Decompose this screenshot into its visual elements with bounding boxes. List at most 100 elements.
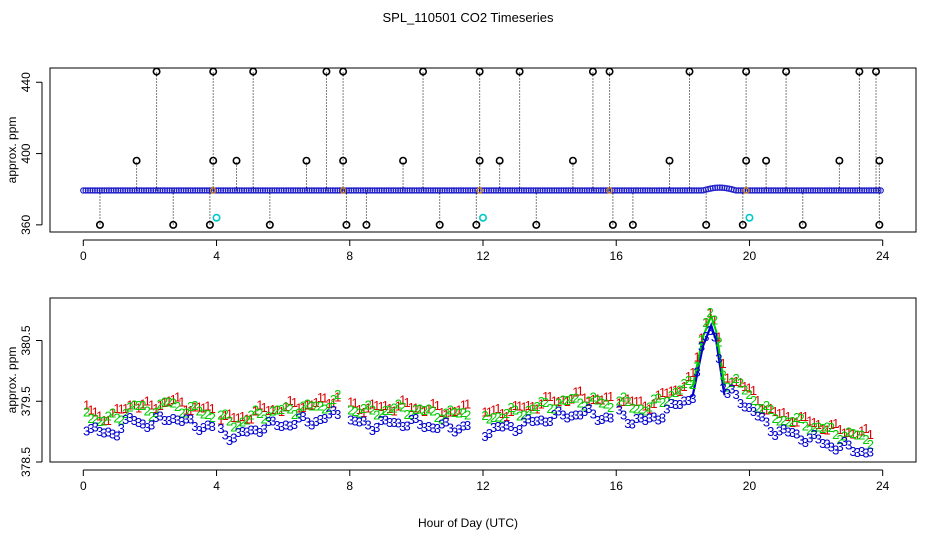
series-1-point: 1 (347, 395, 354, 410)
series-2-point: 2 (668, 388, 675, 403)
series-1-point: 1 (620, 394, 627, 409)
low-spike-point (169, 220, 178, 229)
series-2-point: 2 (516, 408, 523, 423)
series-1-point: 1 (538, 397, 545, 412)
series-3-point: 3 (274, 418, 281, 433)
series-1-point: 1 (663, 386, 670, 401)
series-1-point: 1 (832, 416, 839, 431)
series-2-point: 2 (759, 401, 766, 416)
series-1-point: 1 (460, 397, 467, 412)
series-3-point: 3 (360, 414, 367, 429)
series-1-point: 1 (278, 404, 285, 419)
series-3-point: 3 (685, 393, 692, 408)
mid-spike-point (495, 156, 504, 165)
series-1-point: 1 (520, 400, 527, 415)
block-marker (476, 187, 483, 194)
series-2-point: 2 (763, 398, 770, 413)
series-3-point: 3 (386, 415, 393, 430)
series-1-point: 1 (174, 389, 181, 404)
series-3-point: 3 (797, 432, 804, 447)
series-3-point: 3 (559, 408, 566, 423)
series-2-point: 2 (135, 398, 142, 413)
series-3-point: 3 (520, 414, 527, 429)
series-1-point: 1 (650, 396, 657, 411)
series-2-point: 2 (243, 413, 250, 428)
high-spike-point (249, 67, 258, 76)
series-3-point: 3 (802, 435, 809, 450)
series-1-point: 1 (300, 400, 307, 415)
series-1-point: 1 (369, 397, 376, 412)
bottom-plot-frame (49, 297, 917, 463)
series-2-point: 2 (789, 414, 796, 429)
low-spike-point (702, 220, 711, 229)
series-1-point: 1 (364, 400, 371, 415)
series-2-point: 2 (131, 398, 138, 413)
series-2-point: 2 (520, 408, 527, 423)
series-2-point: 2 (196, 404, 203, 419)
mid-spike-point (475, 156, 484, 165)
series-2-point: 2 (434, 410, 441, 425)
series-2-point: 2 (148, 409, 155, 424)
series-1-point: 1 (434, 398, 441, 413)
series-2-point: 2 (364, 398, 371, 413)
series-3-point: 3 (464, 418, 471, 433)
series-1-point: 1 (256, 398, 263, 413)
series-3-point: 3 (351, 413, 358, 428)
top-panel: approx. ppm 0 4 8 12 16 20 24 360 400 440 (5, 67, 917, 263)
series-1-point: 1 (200, 400, 207, 415)
series-1-point: 1 (607, 389, 614, 404)
series-3-point: 3 (516, 422, 523, 437)
top-x-tick-label: 8 (346, 249, 353, 263)
series-2-point: 2 (217, 408, 224, 423)
series-1-point: 1 (594, 392, 601, 407)
series-3-point: 3 (300, 409, 307, 424)
series-1-point: 1 (126, 397, 133, 412)
series-1-point: 1 (451, 404, 458, 419)
series-1-point: 1 (494, 401, 501, 416)
series-2-point: 2 (113, 410, 120, 425)
series-1-point: 1 (481, 405, 488, 420)
series-2-point: 2 (321, 402, 328, 417)
series-3-point: 3 (421, 420, 428, 435)
series-3-point: 3 (481, 429, 488, 444)
series-1-point: 1 (287, 393, 294, 408)
series-3-point: 3 (793, 427, 800, 442)
series-1-point: 1 (559, 393, 566, 408)
series-3-point: 3 (191, 419, 198, 434)
series-1-point: 1 (507, 404, 514, 419)
series-2-point: 2 (620, 390, 627, 405)
series-2-point: 2 (412, 402, 419, 417)
series-1-point: 1 (581, 391, 588, 406)
series-1-point: 1 (100, 413, 107, 428)
series-2-point: 2 (659, 395, 666, 410)
series-2-point: 2 (351, 404, 358, 419)
series-3-point: 3 (412, 411, 419, 426)
series-1-point: 1 (555, 394, 562, 409)
series-1-point: 1 (308, 397, 315, 412)
series-3-point: 3 (230, 431, 237, 446)
series-3-point: 3 (217, 421, 224, 436)
series-3-point: 3 (408, 412, 415, 427)
series-3-point: 3 (131, 413, 138, 428)
series-2-point: 2 (733, 371, 740, 386)
series-1-point: 1 (715, 329, 722, 344)
series-2-point: 2 (209, 410, 216, 425)
series-2-point: 2 (455, 406, 462, 421)
series-1-point: 1 (122, 401, 129, 416)
series-1-point: 1 (360, 405, 367, 420)
series-3-point: 3 (369, 423, 376, 438)
series-2-point: 2 (810, 420, 817, 435)
series-3-point: 3 (105, 424, 112, 439)
series-3-point: 3 (261, 422, 268, 437)
series-3-point: 3 (139, 416, 146, 431)
series-2-point: 2 (235, 418, 242, 433)
series-1-point: 1 (637, 393, 644, 408)
top-x-tick-label: 0 (80, 249, 87, 263)
series-1-point: 1 (274, 402, 281, 417)
series-2-point: 2 (490, 410, 497, 425)
series-1-point: 1 (83, 397, 90, 412)
top-marks (80, 67, 884, 229)
series-1-point: 1 (616, 396, 623, 411)
series-3-point: 3 (681, 394, 688, 409)
series-3-point: 3 (741, 399, 748, 414)
